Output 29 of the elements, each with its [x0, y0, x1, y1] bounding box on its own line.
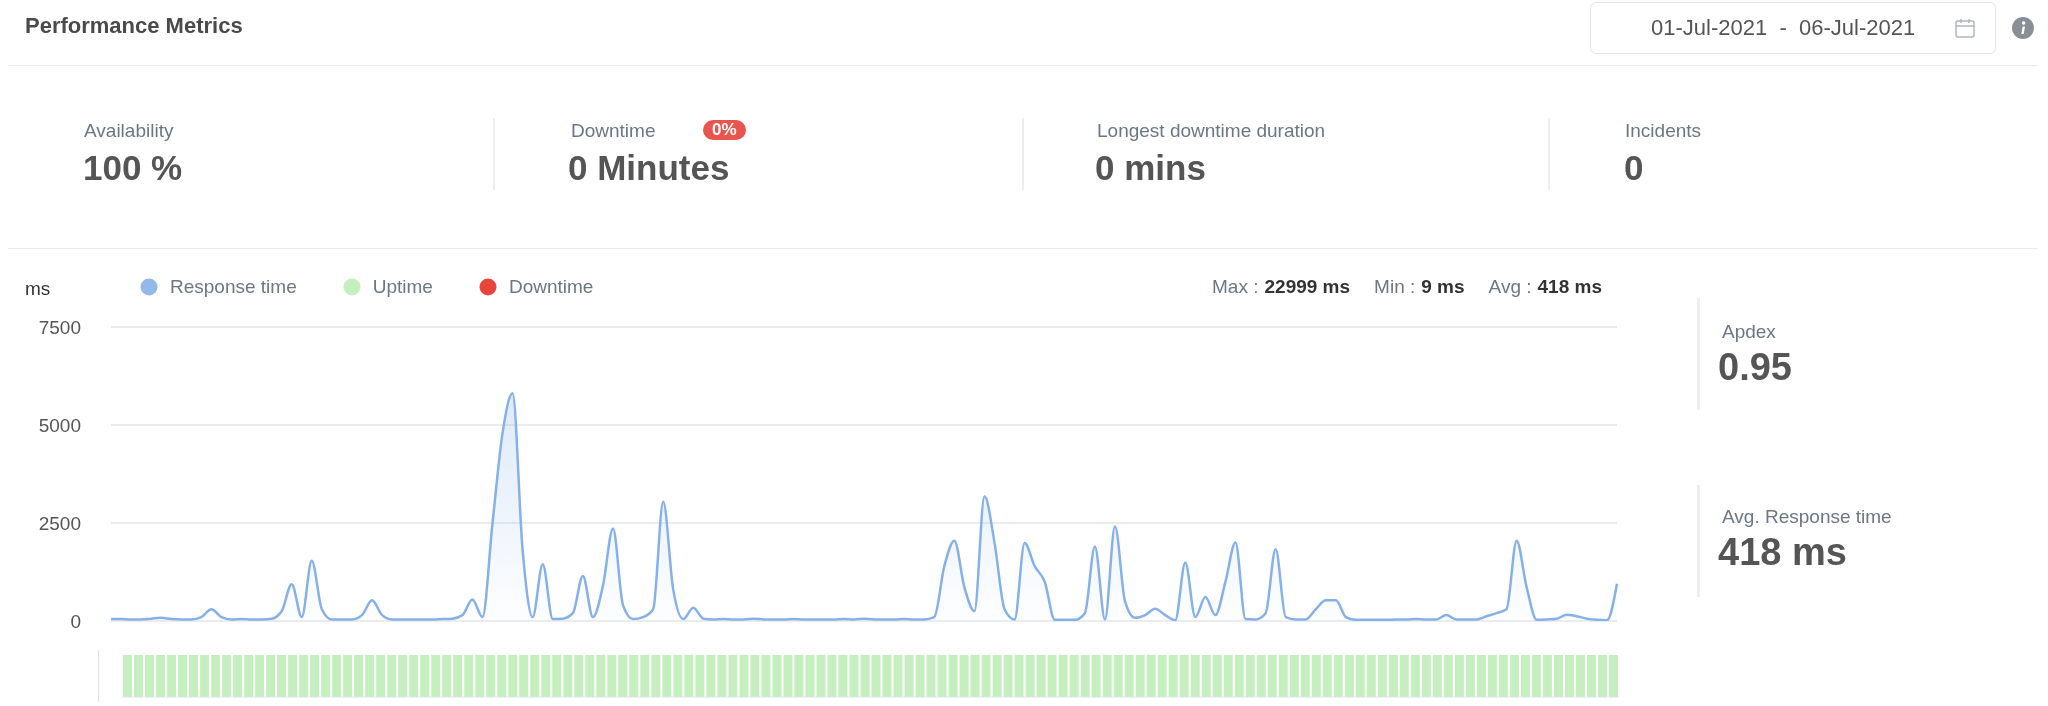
text: Performance Metrics: [25, 12, 243, 40]
text: Incidents: [1625, 119, 1702, 143]
text: 0 mins: [1095, 147, 1206, 189]
text: 9 ms: [1421, 276, 1465, 298]
y-tick-label: 5000: [38, 414, 81, 436]
text: Uptime: [372, 276, 433, 297]
text: 418 ms: [1537, 276, 1602, 298]
text: Min :: [1374, 276, 1416, 298]
text: Max :: [1212, 276, 1259, 298]
text: 418 ms: [1718, 530, 1847, 576]
text: 0: [1624, 147, 1644, 189]
text: Avg :: [1488, 276, 1532, 298]
legend-label: Response time: [170, 276, 297, 298]
text: Downtime: [571, 119, 656, 143]
text: 01-Jul-2021 - 06-Jul-2021: [1651, 15, 1916, 41]
text: 0.95: [1718, 345, 1792, 391]
text: Longest downtime duration: [1097, 119, 1326, 143]
text: Avg. Response time: [1722, 505, 1892, 529]
y-axis-title: ms: [25, 278, 51, 300]
text: Apdex: [1722, 320, 1776, 344]
text: 100 %: [83, 147, 183, 189]
y-tick-label: 7500: [38, 316, 81, 338]
text: 0 Minutes: [568, 147, 730, 189]
y-tick-label: 2500: [38, 512, 81, 534]
text: Availability: [84, 119, 174, 143]
y-tick-label: 0: [70, 610, 81, 632]
text: Downtime: [508, 276, 594, 297]
text: 0%: [703, 119, 746, 141]
text: 22999 ms: [1264, 276, 1351, 298]
